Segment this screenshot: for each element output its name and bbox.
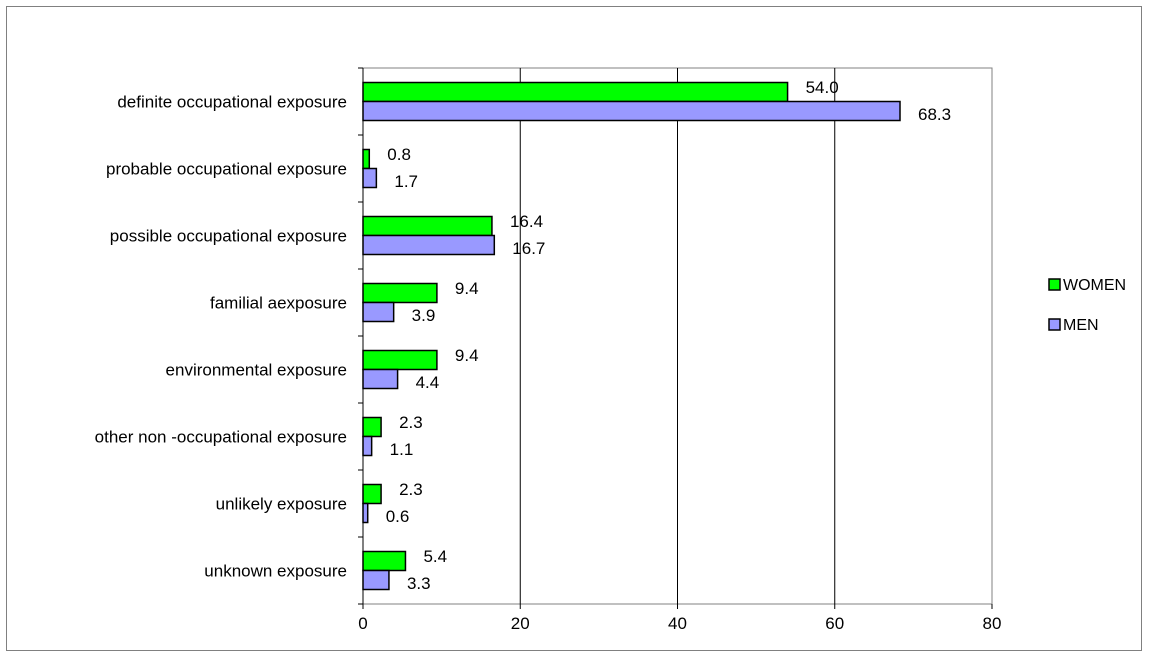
x-tick-label: 60 [825, 614, 844, 633]
axes: 0 20 40 60 80 definite occupational exposure p… [95, 67, 1002, 633]
bar-men [362, 234, 496, 256]
bar-women [362, 550, 407, 572]
bar-men [362, 167, 378, 189]
category-label: other non -occupational exposure [95, 428, 347, 447]
gridlines [519, 68, 836, 604]
x-tick-label: 0 [358, 614, 367, 633]
bar-men [362, 100, 901, 122]
category-label: definite occupational exposure [117, 93, 347, 112]
bar-men [362, 569, 390, 591]
bar-men [362, 301, 395, 323]
bar-women [362, 349, 438, 371]
legend-swatch-men [1048, 318, 1061, 331]
legend-swatch-women [1048, 278, 1061, 291]
data-label-men: 16.7 [512, 239, 545, 258]
data-label-women: 0.8 [387, 145, 411, 164]
data-label-women: 9.4 [455, 279, 479, 298]
data-label-men: 1.7 [394, 172, 418, 191]
data-label-men: 4.4 [416, 373, 440, 392]
legend-label-women: WOMEN [1063, 277, 1126, 294]
data-label-men: 68.3 [918, 105, 951, 124]
x-tick-label: 20 [511, 614, 530, 633]
category-label: environmental exposure [166, 361, 347, 380]
data-label-men: 1.1 [390, 440, 414, 459]
bar-women [362, 81, 789, 103]
category-label: probable occupational exposure [106, 160, 347, 179]
data-label-men: 0.6 [386, 507, 410, 526]
category-label: familial aexposure [210, 294, 347, 313]
bar-men [362, 435, 373, 457]
data-label-men: 3.9 [412, 306, 436, 325]
bar-women [362, 483, 382, 505]
category-label: possible occupational exposure [110, 227, 347, 246]
category-label: unlikely exposure [216, 495, 347, 514]
data-labels: 54.0 68.3 0.8 1.7 16.4 16.7 9.4 3.9 9.4 4.4 2.3 1.1… [386, 78, 951, 593]
data-label-women: 2.3 [399, 413, 423, 432]
bar-women [362, 148, 371, 170]
bar-men [362, 368, 399, 390]
bar-women [362, 282, 438, 304]
legend: WOMEN MEN [1048, 277, 1126, 334]
chart-frame: 54.0 68.3 0.8 1.7 16.4 16.7 9.4 3.9 9.4 4.4 2.3 1.1… [6, 6, 1142, 651]
bar-women [362, 215, 493, 237]
category-label: unknown exposure [204, 562, 347, 581]
bar-women [362, 416, 382, 438]
data-label-women: 16.4 [510, 212, 543, 231]
data-label-women: 9.4 [455, 346, 479, 365]
data-label-women: 2.3 [399, 480, 423, 499]
bar-men [362, 502, 369, 524]
x-tick-label: 80 [983, 614, 1002, 633]
x-tick-label: 40 [668, 614, 687, 633]
data-label-women: 5.4 [423, 547, 447, 566]
bar-chart: 54.0 68.3 0.8 1.7 16.4 16.7 9.4 3.9 9.4 4.4 2.3 1.1… [95, 67, 1126, 633]
legend-label-men: MEN [1063, 317, 1099, 334]
data-label-men: 3.3 [407, 574, 431, 593]
data-label-women: 54.0 [806, 78, 839, 97]
